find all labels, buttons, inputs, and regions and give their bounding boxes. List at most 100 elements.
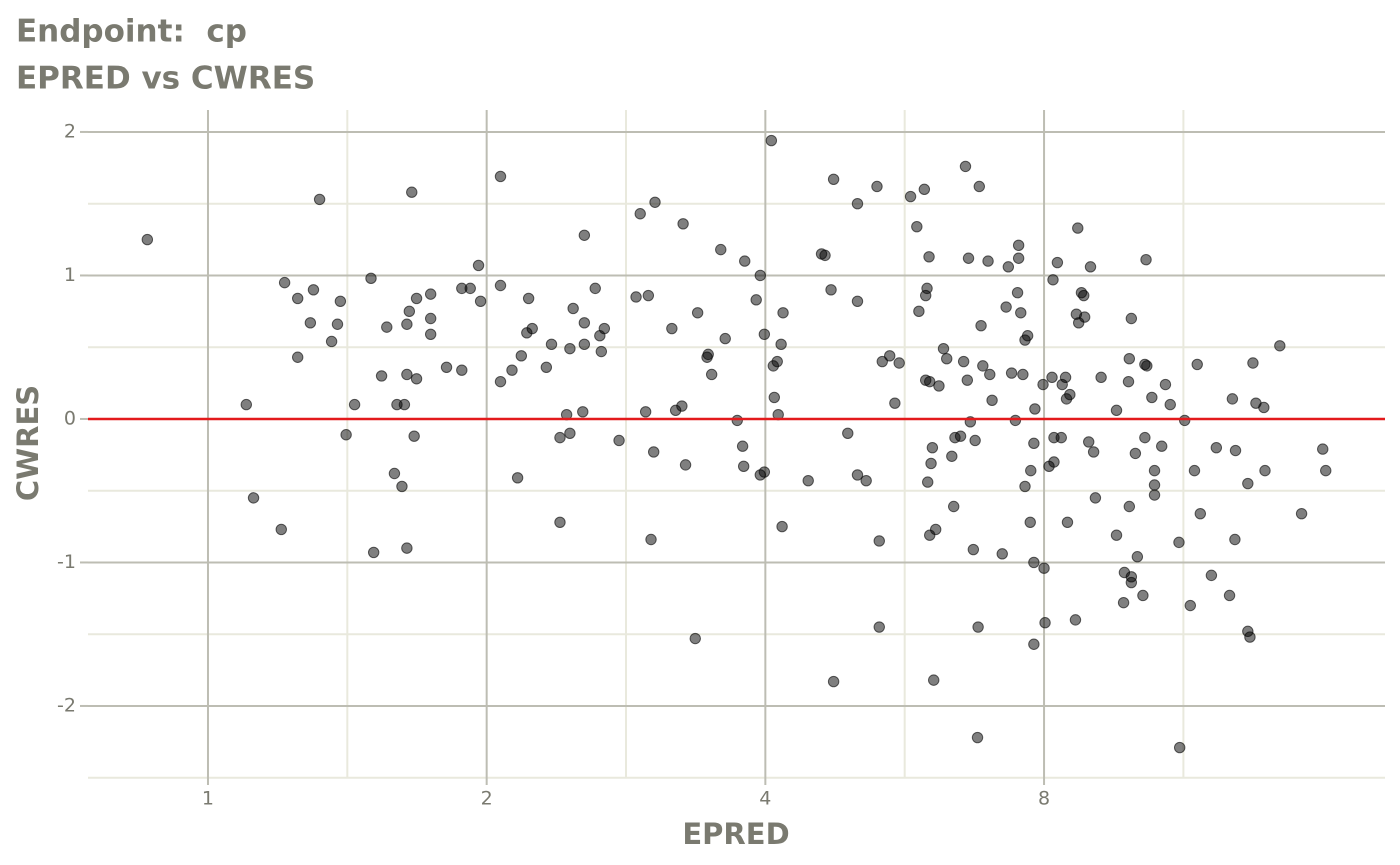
point [1139, 431, 1151, 444]
point [825, 284, 837, 296]
point [827, 173, 840, 186]
point [275, 523, 287, 536]
point [1159, 378, 1172, 391]
point [375, 370, 388, 382]
point [1064, 388, 1076, 401]
point [871, 180, 883, 193]
point [776, 520, 788, 533]
point [851, 198, 864, 210]
point [973, 180, 985, 193]
point [511, 472, 524, 484]
point [1017, 368, 1029, 381]
point [819, 249, 831, 262]
point [996, 548, 1008, 560]
point [1078, 311, 1091, 323]
point [922, 476, 934, 488]
point [240, 398, 252, 411]
point [876, 355, 888, 368]
point [424, 288, 437, 300]
point [860, 474, 872, 487]
point [1140, 253, 1152, 266]
point [1038, 562, 1050, 574]
point [918, 183, 931, 196]
point [1188, 464, 1201, 477]
point [564, 427, 576, 440]
point [1210, 441, 1223, 454]
point [1173, 536, 1185, 549]
point [1148, 479, 1161, 491]
point [911, 220, 923, 233]
point [954, 430, 967, 442]
point [946, 450, 958, 462]
point [904, 190, 917, 203]
point [554, 431, 566, 444]
point [1110, 404, 1123, 417]
point [679, 459, 692, 471]
point [567, 302, 579, 315]
point [381, 321, 393, 333]
point [540, 361, 553, 374]
point [941, 352, 953, 365]
point [1084, 261, 1097, 273]
point [1122, 375, 1135, 388]
point [522, 292, 535, 305]
point [1072, 222, 1084, 234]
point [962, 252, 975, 264]
point [1274, 340, 1286, 352]
chart-subtitle: EPRED vs CWRES [16, 61, 315, 97]
point [639, 406, 652, 418]
point [986, 394, 998, 407]
point [578, 229, 591, 241]
point [589, 282, 601, 295]
point [984, 368, 996, 381]
point [1247, 357, 1259, 369]
point [924, 375, 936, 388]
point [578, 317, 591, 329]
point [1242, 477, 1254, 490]
point [971, 731, 984, 744]
point [873, 621, 885, 633]
point [926, 441, 939, 454]
point [771, 355, 783, 368]
point [1205, 569, 1218, 582]
point [777, 307, 789, 319]
point [750, 294, 762, 306]
point [401, 368, 413, 381]
point [1025, 464, 1037, 477]
point [410, 292, 423, 305]
point [873, 535, 885, 547]
point [1223, 589, 1236, 602]
point [1002, 261, 1015, 273]
point [1194, 507, 1207, 520]
point [1229, 444, 1242, 457]
point [705, 368, 718, 381]
point [247, 492, 260, 504]
point [577, 406, 589, 418]
y-tick-label: -1 [57, 551, 76, 573]
y-tick-label: -2 [57, 694, 76, 716]
point [1019, 480, 1031, 493]
point [737, 460, 750, 473]
point [564, 342, 576, 355]
point [278, 276, 291, 289]
point [731, 414, 743, 427]
point [1051, 256, 1064, 269]
point [645, 533, 657, 546]
point [827, 675, 840, 688]
point [506, 364, 518, 376]
point [1024, 516, 1036, 528]
point [401, 318, 413, 330]
point [1011, 286, 1024, 299]
point [1005, 367, 1018, 379]
y-tick-label: 0 [64, 407, 76, 429]
point [947, 500, 960, 513]
point [1048, 456, 1060, 468]
point [666, 322, 678, 335]
point [715, 243, 727, 256]
point [1125, 312, 1138, 325]
point [754, 269, 766, 282]
point [1015, 307, 1027, 319]
y-axis-title: CWRES [11, 385, 45, 501]
point [307, 284, 320, 296]
point [802, 474, 814, 487]
